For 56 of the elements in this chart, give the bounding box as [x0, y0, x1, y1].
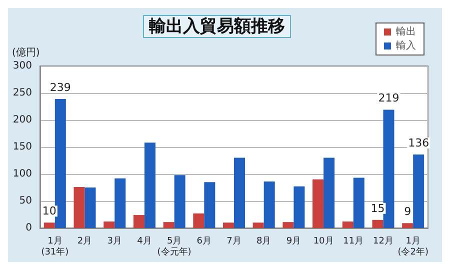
- y-tick-label: 250: [12, 88, 32, 98]
- bar: [234, 158, 245, 228]
- x-tick-label: 4月: [137, 236, 152, 246]
- bar: [133, 215, 144, 228]
- x-tick-label: 7月: [226, 236, 242, 246]
- x-tick-label: 1月 (31年): [41, 236, 69, 258]
- bar: [342, 222, 354, 228]
- bar: [204, 182, 216, 228]
- y-tick-label: 300: [12, 60, 32, 72]
- bar: [104, 222, 115, 228]
- x-tick-label: 10月: [313, 236, 334, 246]
- legend-label: 輸出: [396, 26, 416, 38]
- bar: [84, 188, 96, 228]
- bar: [174, 175, 186, 228]
- bar: [264, 182, 275, 228]
- bar: [44, 222, 55, 228]
- bar: [282, 222, 294, 228]
- x-tick-label: 11月: [343, 236, 364, 246]
- x-tick-label: 6月: [196, 236, 212, 246]
- y-tick-label: 0: [26, 222, 32, 234]
- x-tick-label: 1月 (令2年): [398, 236, 428, 258]
- y-tick-label: 100: [12, 168, 32, 180]
- bar: [252, 222, 264, 228]
- bar: [144, 142, 156, 228]
- y-axis-title: (億円): [12, 46, 40, 58]
- bar: [114, 178, 126, 228]
- data-label: 219: [378, 92, 400, 105]
- bar: [383, 110, 394, 228]
- x-tick-label: 8月: [256, 236, 272, 246]
- chart-title: 輸出入貿易額推移: [148, 16, 285, 36]
- bar: [163, 222, 174, 228]
- data-label: 136: [408, 136, 430, 150]
- data-label: 10: [42, 204, 56, 218]
- x-tick-label: 2月: [77, 236, 92, 246]
- x-tick-label: 5月 (令元年): [157, 236, 192, 258]
- data-label: 9: [404, 205, 412, 218]
- bar: [193, 213, 204, 228]
- y-tick-label: 50: [19, 196, 32, 206]
- x-tick-label: 9月: [286, 236, 302, 246]
- bar: [372, 220, 384, 228]
- data-label: 239: [50, 80, 71, 94]
- bar: [413, 154, 424, 228]
- legend-label: 輸入: [396, 40, 416, 52]
- x-tick-label: 3月: [107, 236, 122, 246]
- bar: [353, 178, 364, 228]
- y-tick-label: 200: [12, 114, 32, 126]
- x-tick-label: 12月: [373, 236, 394, 246]
- bar: [223, 222, 234, 228]
- bar: [294, 186, 305, 228]
- bar: [312, 179, 324, 228]
- y-tick-label: 150: [12, 142, 32, 152]
- bar: [324, 158, 335, 228]
- bar: [54, 98, 66, 228]
- data-label: 15: [370, 202, 385, 215]
- bar: [74, 186, 85, 228]
- bar: [402, 223, 414, 228]
